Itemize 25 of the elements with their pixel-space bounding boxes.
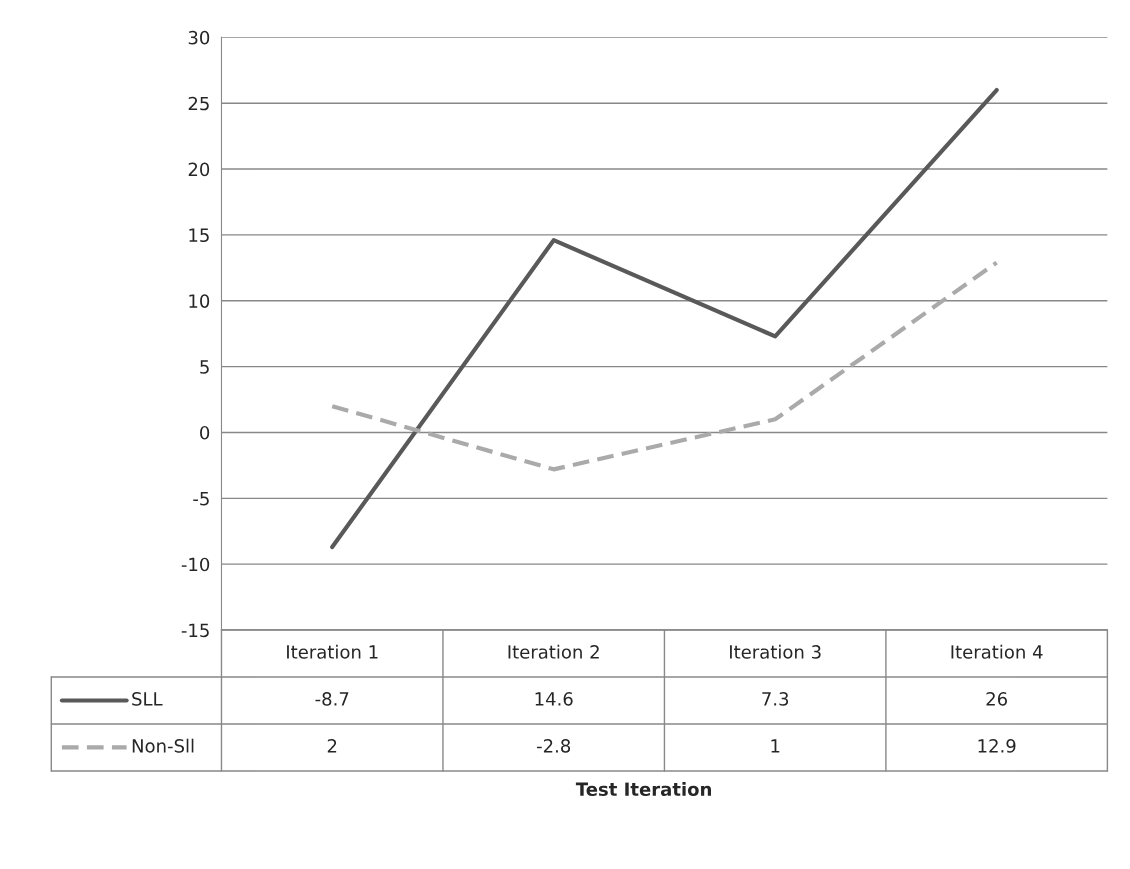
data-label: 2 bbox=[327, 739, 337, 753]
x-tick-label: Iteration 2 bbox=[508, 644, 599, 659]
data-label: 7.3 bbox=[762, 692, 789, 706]
y-tick-label: 5 bbox=[200, 360, 209, 374]
y-tick-label: 15 bbox=[189, 228, 209, 243]
text: Test Iteration bbox=[575, 782, 711, 797]
y-tick-label: -15 bbox=[181, 623, 209, 638]
legend-label: Non-Sll bbox=[132, 738, 194, 753]
data-label: -8.7 bbox=[315, 692, 349, 706]
y-tick-label: 25 bbox=[188, 96, 209, 111]
data-label: 12.9 bbox=[978, 739, 1016, 753]
data-label: -2.8 bbox=[536, 739, 571, 753]
y-tick-label: 30 bbox=[188, 30, 210, 45]
data-label: 26 bbox=[986, 692, 1008, 706]
y-tick-label: -10 bbox=[181, 557, 210, 572]
legend-label: SLL bbox=[132, 692, 163, 706]
x-tick-label: Iteration 1 bbox=[287, 644, 378, 659]
x-tick-label: Iteration 4 bbox=[951, 644, 1043, 659]
data-label: 14.6 bbox=[535, 692, 573, 706]
data-label: 1 bbox=[771, 739, 780, 753]
x-tick-label: Iteration 3 bbox=[730, 644, 821, 659]
y-tick-label: -5 bbox=[193, 492, 209, 506]
y-tick-label: 10 bbox=[189, 294, 210, 308]
y-tick-label: 0 bbox=[200, 425, 210, 440]
y-tick-label: 20 bbox=[188, 162, 210, 177]
